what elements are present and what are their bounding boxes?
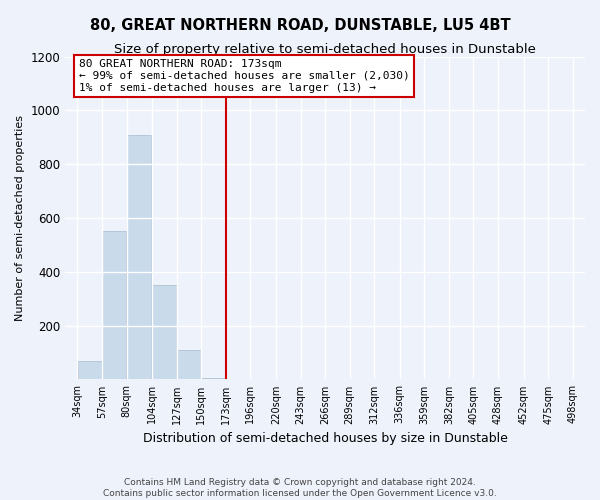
Title: Size of property relative to semi-detached houses in Dunstable: Size of property relative to semi-detach… [114, 42, 536, 56]
Text: Contains HM Land Registry data © Crown copyright and database right 2024.
Contai: Contains HM Land Registry data © Crown c… [103, 478, 497, 498]
Bar [202, 378, 226, 380]
Bar [152, 286, 176, 380]
Bar [102, 232, 127, 380]
X-axis label: Distribution of semi-detached houses by size in Dunstable: Distribution of semi-detached houses by … [143, 432, 508, 445]
Bar [77, 360, 102, 380]
Text: 80, GREAT NORTHERN ROAD, DUNSTABLE, LU5 4BT: 80, GREAT NORTHERN ROAD, DUNSTABLE, LU5 … [89, 18, 511, 32]
Y-axis label: Number of semi-detached properties: Number of semi-detached properties [15, 115, 25, 321]
Bar [177, 350, 201, 380]
Text: 80 GREAT NORTHERN ROAD: 173sqm
← 99% of semi-detached houses are smaller (2,030): 80 GREAT NORTHERN ROAD: 173sqm ← 99% of … [79, 60, 409, 92]
Bar [226, 379, 250, 380]
Bar [127, 134, 151, 380]
